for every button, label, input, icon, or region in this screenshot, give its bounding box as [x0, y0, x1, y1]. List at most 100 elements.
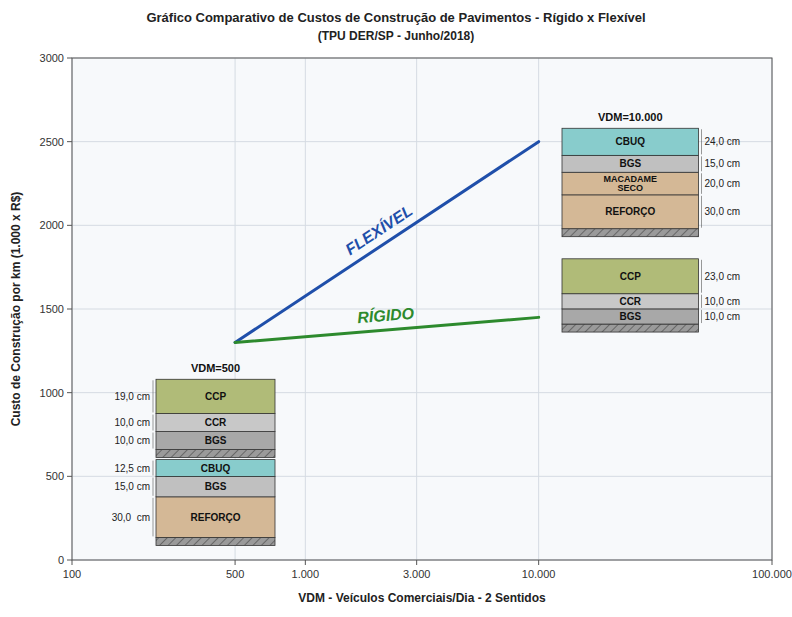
plot-frame	[72, 58, 772, 560]
layer-label-line: CCR	[619, 296, 641, 307]
layer-label: BGS	[205, 481, 227, 492]
x-tick-label: 1.000	[292, 568, 320, 580]
series-labels: FLEXÍVELRÍGIDO	[342, 201, 416, 326]
x-tick-label: 3.000	[403, 568, 431, 580]
subtitle: (TPU DER/SP - Junho/2018)	[318, 29, 474, 43]
x-tick-label: 100	[63, 568, 81, 580]
layer-label-line: BGS	[205, 435, 227, 446]
layer-label: CCP	[205, 391, 226, 402]
layer-label: CCP	[620, 271, 641, 282]
layer	[562, 294, 699, 309]
axes: 1005001.0003.00010.000100.00005001000150…	[40, 52, 792, 580]
layer-thickness-label: 19,0 cm	[114, 391, 150, 402]
plot-background	[72, 58, 772, 560]
layer-thickness-label: 10,0 cm	[705, 311, 741, 322]
series-lines	[235, 142, 539, 343]
y-tick	[67, 141, 72, 142]
layer	[562, 155, 699, 172]
ground	[562, 324, 699, 332]
layer	[562, 309, 699, 324]
layer-label-line: CBUQ	[201, 463, 231, 474]
ground	[156, 537, 275, 545]
layer-label: CCR	[619, 296, 641, 307]
ground	[562, 229, 699, 237]
layer	[562, 128, 699, 155]
layer	[156, 497, 275, 538]
layer	[562, 259, 699, 294]
y-tick	[67, 309, 72, 310]
thickness-bracket	[153, 380, 154, 412]
layer-label: REFORÇO	[191, 512, 241, 523]
layer-label-line: BGS	[205, 481, 227, 492]
y-tick	[67, 476, 72, 477]
layer-label-line: CCR	[205, 417, 227, 428]
y-tick	[67, 58, 72, 59]
x-tick	[538, 560, 539, 565]
y-tick-label: 3000	[40, 52, 64, 64]
layer-label-line: CBUQ	[616, 136, 646, 147]
layer-label: CBUQ	[201, 463, 231, 474]
x-tick	[235, 560, 236, 565]
y-tick	[67, 560, 72, 561]
layer-label: BGS	[619, 158, 641, 169]
y-tick-label: 1000	[40, 387, 64, 399]
layer-thickness-label: 15,0 cm	[705, 158, 741, 169]
x-tick	[72, 560, 73, 565]
grid	[72, 58, 772, 560]
y-tick	[67, 392, 72, 393]
thickness-bracket	[701, 129, 702, 154]
layer-label-line: BGS	[619, 311, 641, 322]
layer	[156, 414, 275, 432]
thickness-bracket	[701, 260, 702, 293]
y-tick-label: 2000	[40, 219, 64, 231]
x-tick-label: 500	[226, 568, 244, 580]
thickness-bracket	[153, 478, 154, 496]
layer-label: BGS	[205, 435, 227, 446]
thickness-bracket	[153, 415, 154, 431]
layer-thickness-label: 12,5 cm	[114, 463, 150, 474]
thickness-bracket	[701, 295, 702, 308]
thickness-bracket	[701, 310, 702, 323]
title: Gráfico Comparativo de Custos de Constru…	[146, 10, 645, 25]
x-tick	[772, 560, 773, 565]
layer-label: CCR	[205, 417, 227, 428]
layer-label: MACADAMESECO	[604, 174, 658, 193]
pavement-sections: BGS 10,0 cm CCR 10,0 cm CCP 19,0 cm VDM=500 REF…	[112, 111, 740, 545]
layer-label: REFORÇO	[605, 206, 655, 217]
y-tick-label: 500	[46, 470, 64, 482]
layer-stack: BGS 10,0 cm CCR 10,0 cm CCP 23,0 cm	[562, 259, 740, 332]
layer	[562, 172, 699, 195]
x-tick	[305, 560, 306, 565]
layer-stack: BGS10,0 cmCCR10,0 cmCCP19,0 cm	[114, 379, 275, 457]
section-title: VDM=10.000	[598, 111, 663, 123]
y-tick-label: 2500	[40, 136, 64, 148]
layer	[156, 477, 275, 497]
layer-label: CBUQ	[616, 136, 646, 147]
section-title: VDM=500	[191, 362, 240, 374]
layer-thickness-label: 30,0 cm	[705, 206, 741, 217]
layer-label-line: BGS	[619, 158, 641, 169]
layer-stack: REFORÇO 30,0 cm BGS 15,0 cm CBUQ 12,5 cm	[112, 460, 275, 546]
layer-thickness-label: 30,0 cm	[112, 512, 150, 523]
thickness-bracket	[153, 461, 154, 476]
layer-thickness-label: 10,0 cm	[705, 296, 741, 307]
y-axis-label: Custo de Construção por km (1.000 x R$)	[9, 192, 23, 427]
layer	[156, 432, 275, 450]
layer-thickness-label: 10,0 cm	[114, 435, 150, 446]
series-line	[235, 142, 539, 343]
layer-label-line: REFORÇO	[605, 206, 655, 217]
pavement-section: BGS10,0 cmCCR10,0 cmCCP19,0 cmVDM=500REF…	[112, 362, 275, 545]
x-tick	[416, 560, 417, 565]
layer-thickness-label: 15,0 cm	[114, 481, 150, 492]
layer-thickness-label: 20,0 cm	[705, 178, 741, 189]
layer-label: BGS	[619, 311, 641, 322]
thickness-bracket	[701, 173, 702, 194]
layer-label-line: CCP	[205, 391, 226, 402]
layer-thickness-label: 23,0 cm	[705, 271, 741, 282]
x-axis-label: VDM - Veículos Comerciais/Dia - 2 Sentid…	[298, 591, 546, 605]
layer-label-line: REFORÇO	[191, 512, 241, 523]
layer	[562, 195, 699, 229]
thickness-bracket	[701, 196, 702, 228]
y-tick-label: 0	[58, 554, 64, 566]
series-label: FLEXÍVEL	[342, 201, 416, 258]
